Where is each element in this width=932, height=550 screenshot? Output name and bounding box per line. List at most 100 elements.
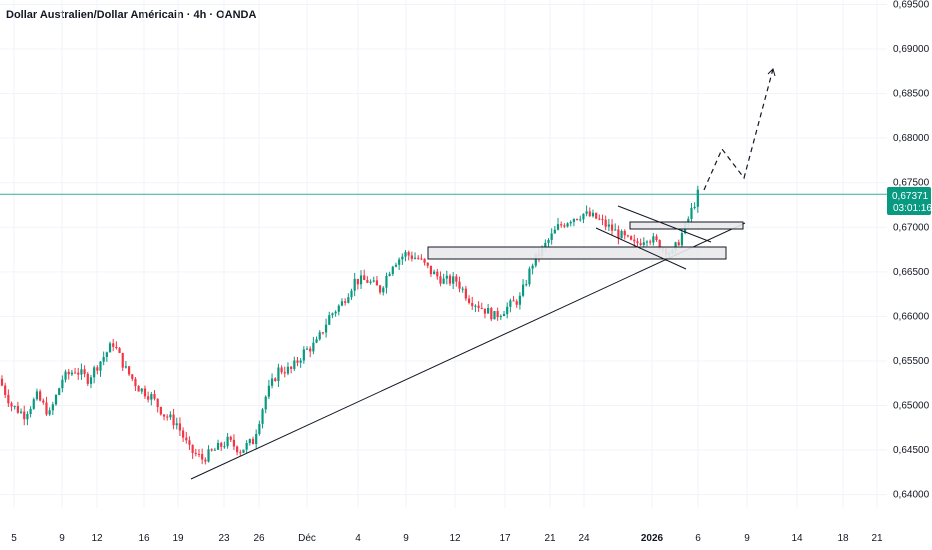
candle-body — [16, 406, 19, 413]
candle-body — [480, 308, 483, 310]
x-tick-label: 12 — [91, 533, 103, 544]
x-tick-label: 9 — [403, 533, 409, 544]
candle-body — [334, 311, 337, 314]
demand-zone[interactable] — [427, 246, 727, 260]
candle-body — [309, 348, 312, 352]
candle-body — [490, 307, 493, 320]
candle-body — [169, 414, 172, 418]
candle-body — [687, 218, 690, 223]
candle-body — [518, 295, 521, 305]
candle-body — [67, 371, 70, 375]
candle-body — [182, 430, 185, 438]
candle-body — [4, 385, 7, 395]
x-tick-label: 6 — [695, 533, 701, 544]
candle-body — [191, 444, 194, 453]
candle-body — [378, 285, 382, 293]
price-badge-value: 0,67371 — [892, 191, 929, 202]
candle-body — [366, 279, 369, 283]
candle-body — [80, 369, 83, 375]
y-axis: 0,64000 0,64500 0,65000 0,65500 0,66000 0,665… — [893, 0, 930, 501]
candle-body — [525, 284, 528, 286]
candle-body — [426, 262, 429, 266]
candle-body — [534, 253, 537, 266]
candle-body — [143, 388, 147, 397]
candle-body — [166, 416, 169, 418]
candle-body — [620, 231, 623, 239]
candle-body — [607, 224, 610, 227]
candle-body — [19, 411, 23, 413]
candle-body — [290, 366, 293, 369]
candle-body — [693, 206, 696, 208]
y-tick-label: 0,68000 — [893, 133, 930, 144]
candle-body — [248, 439, 251, 444]
candle-body — [204, 459, 207, 462]
candle-body — [48, 410, 51, 415]
trendline[interactable] — [190, 222, 746, 480]
candle-body — [388, 273, 391, 276]
candle-body — [267, 385, 270, 397]
candle-body — [172, 414, 175, 426]
candle-body — [312, 342, 315, 352]
candle-body — [633, 239, 636, 242]
candle-body — [213, 449, 216, 451]
candle-body — [305, 348, 309, 350]
candle-body — [461, 288, 464, 290]
candle-body — [493, 311, 496, 320]
price-badge: 0,67371 03:01:16 — [887, 187, 932, 215]
candle-body — [531, 265, 534, 269]
y-tick-label: 0,67000 — [893, 222, 930, 233]
candle-body — [105, 352, 108, 357]
candle-body — [29, 408, 32, 415]
candle-body — [630, 236, 633, 240]
candle-body — [274, 378, 277, 381]
candle-body — [118, 348, 121, 353]
candle-body — [61, 379, 64, 389]
candle-body — [112, 343, 115, 347]
channel-upper-line[interactable] — [617, 205, 712, 243]
candle-body — [185, 437, 188, 441]
y-tick-label: 0,69500 — [893, 0, 930, 10]
candle-body — [296, 360, 299, 363]
candle-body — [10, 403, 13, 407]
candle-body — [299, 360, 302, 363]
candle-body — [452, 276, 455, 284]
x-tick-label: 19 — [172, 533, 184, 544]
candle-body — [550, 233, 553, 240]
candle-body — [474, 305, 477, 307]
channel-lower-line[interactable] — [595, 227, 687, 270]
projection-path[interactable] — [703, 68, 774, 191]
y-tick-label: 0,66000 — [893, 311, 930, 322]
candle-body — [385, 275, 388, 288]
candle-body — [499, 316, 502, 318]
candle-body — [197, 453, 201, 455]
candle-body — [579, 219, 582, 221]
chart-title: Dollar Australien/Dollar Américain · 4h … — [6, 9, 257, 21]
candle-body — [73, 372, 77, 374]
candle-body — [150, 394, 153, 400]
y-tick-label: 0,65500 — [893, 356, 930, 367]
candle-body — [369, 281, 372, 283]
candle-body — [353, 278, 356, 291]
candle-body — [566, 223, 569, 227]
candle-body — [598, 218, 601, 220]
candle-body — [121, 352, 124, 368]
candle-body — [178, 423, 182, 431]
candle-body — [35, 391, 39, 400]
candle-body — [585, 211, 588, 214]
candle-body — [54, 394, 58, 405]
candle-body — [159, 407, 162, 415]
candle-body — [318, 332, 321, 340]
candle-body — [398, 259, 401, 265]
candle-body — [58, 388, 61, 395]
candle-body — [423, 258, 426, 263]
candle-body — [417, 257, 420, 259]
candle-body — [649, 241, 652, 243]
candle-body — [324, 324, 328, 333]
candle-body — [439, 276, 442, 284]
candle-body — [232, 439, 236, 447]
x-tick-label: 17 — [499, 533, 511, 544]
small-zone[interactable] — [629, 221, 744, 230]
x-tick-label: 18 — [837, 533, 849, 544]
candle-body — [591, 212, 595, 217]
